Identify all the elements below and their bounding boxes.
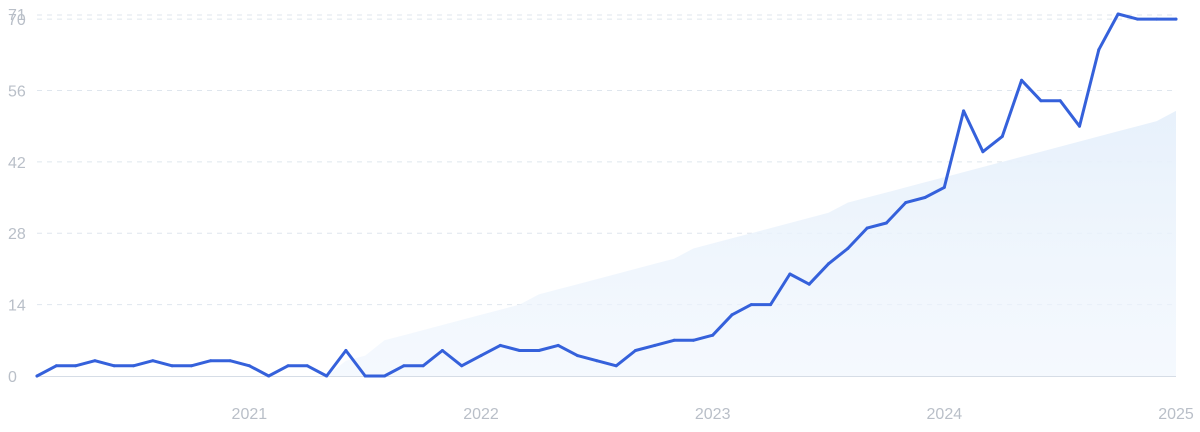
data-point <box>228 359 232 363</box>
data-point <box>556 343 560 347</box>
data-point <box>363 374 367 378</box>
data-point <box>421 364 425 368</box>
data-point <box>209 359 213 363</box>
data-point <box>1039 99 1043 103</box>
data-point <box>151 359 155 363</box>
trend-area <box>326 110 1176 377</box>
data-point <box>634 349 637 352</box>
data-point <box>440 349 444 352</box>
data-point <box>247 364 251 368</box>
data-point <box>460 364 464 368</box>
data-point <box>325 374 329 378</box>
data-point <box>305 364 309 368</box>
y-tick-label: 14 <box>8 298 26 315</box>
data-point <box>112 364 116 368</box>
y-tick-label: 56 <box>8 83 26 100</box>
data-point <box>35 374 39 378</box>
data-point <box>93 359 97 363</box>
series-line-layer <box>35 12 1178 378</box>
y-tick-label: 70 <box>8 12 26 29</box>
x-tick-label: 2023 <box>695 406 731 423</box>
data-points-layer <box>35 12 1178 378</box>
trend-area-layer <box>326 110 1176 377</box>
series-line <box>35 12 1178 378</box>
data-point <box>132 364 135 368</box>
data-point <box>904 201 908 205</box>
x-tick-label: 2021 <box>232 406 268 423</box>
data-point <box>807 282 811 286</box>
data-point <box>788 272 792 276</box>
data-point <box>1174 17 1178 21</box>
data-point <box>1058 99 1062 103</box>
y-tick-label: 0 <box>8 369 17 386</box>
data-point <box>981 150 985 154</box>
data-point <box>769 303 773 307</box>
data-point <box>344 349 348 352</box>
data-point <box>884 221 888 225</box>
data-point <box>672 338 676 342</box>
data-point <box>518 349 522 352</box>
data-point <box>189 364 193 368</box>
data-point <box>54 364 58 368</box>
data-point <box>498 343 502 347</box>
data-point <box>1135 17 1139 21</box>
data-point <box>827 262 830 266</box>
data-point <box>942 185 946 189</box>
data-point <box>267 374 271 378</box>
data-point <box>170 364 174 368</box>
y-tick-label: 71 <box>8 7 26 24</box>
data-point <box>749 303 753 307</box>
data-point <box>614 364 618 368</box>
x-tick-label: 2022 <box>463 406 499 423</box>
data-point <box>653 343 657 347</box>
x-tick-label: 2025 <box>1158 406 1194 423</box>
data-point <box>595 359 599 363</box>
data-point <box>402 364 406 368</box>
data-point <box>576 354 579 358</box>
data-point <box>286 364 290 368</box>
data-point <box>1155 17 1159 21</box>
x-tick-label: 2024 <box>927 406 963 423</box>
grid-lines <box>37 14 1176 377</box>
data-point <box>865 226 869 230</box>
data-point <box>1078 124 1081 128</box>
data-point <box>962 109 966 113</box>
data-point <box>846 247 850 250</box>
data-point <box>74 364 78 368</box>
y-tick-label: 28 <box>8 226 26 243</box>
data-point <box>1097 48 1101 52</box>
data-point <box>479 354 483 358</box>
x-axis-tick-labels: 2021 2022 2023 2024 2025 <box>232 406 1194 423</box>
data-point <box>711 333 715 337</box>
y-tick-label: 42 <box>8 155 26 172</box>
data-point <box>1116 12 1120 16</box>
data-point <box>1000 134 1004 138</box>
data-point <box>1020 78 1024 82</box>
data-point <box>691 338 695 342</box>
data-point <box>923 196 927 199</box>
data-point <box>383 374 386 378</box>
data-point <box>730 313 734 317</box>
data-point <box>537 349 541 352</box>
